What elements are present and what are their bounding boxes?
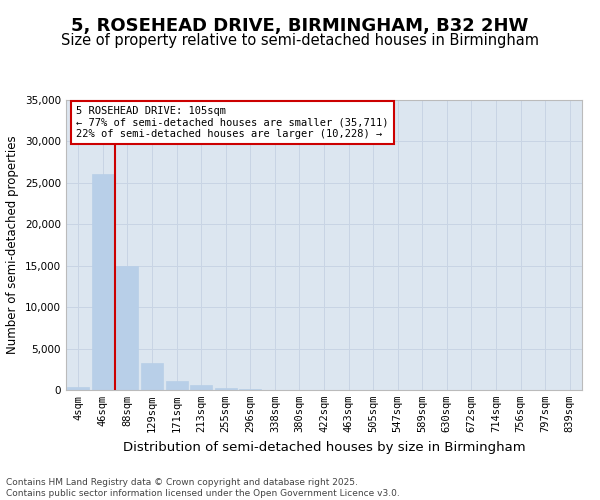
Bar [92, 174, 114, 390]
X-axis label: Distribution of semi-detached houses by size in Birmingham: Distribution of semi-detached houses by … [122, 440, 526, 454]
Bar [67, 387, 89, 390]
Bar [116, 266, 139, 390]
Bar [215, 388, 237, 390]
Text: Size of property relative to semi-detached houses in Birmingham: Size of property relative to semi-detach… [61, 32, 539, 48]
Bar [166, 381, 188, 390]
Bar [239, 389, 262, 390]
Bar [190, 386, 212, 390]
Y-axis label: Number of semi-detached properties: Number of semi-detached properties [7, 136, 19, 354]
Text: 5 ROSEHEAD DRIVE: 105sqm
← 77% of semi-detached houses are smaller (35,711)
22% : 5 ROSEHEAD DRIVE: 105sqm ← 77% of semi-d… [76, 106, 389, 139]
Text: 5, ROSEHEAD DRIVE, BIRMINGHAM, B32 2HW: 5, ROSEHEAD DRIVE, BIRMINGHAM, B32 2HW [71, 18, 529, 36]
Bar [141, 362, 163, 390]
Text: Contains HM Land Registry data © Crown copyright and database right 2025.
Contai: Contains HM Land Registry data © Crown c… [6, 478, 400, 498]
